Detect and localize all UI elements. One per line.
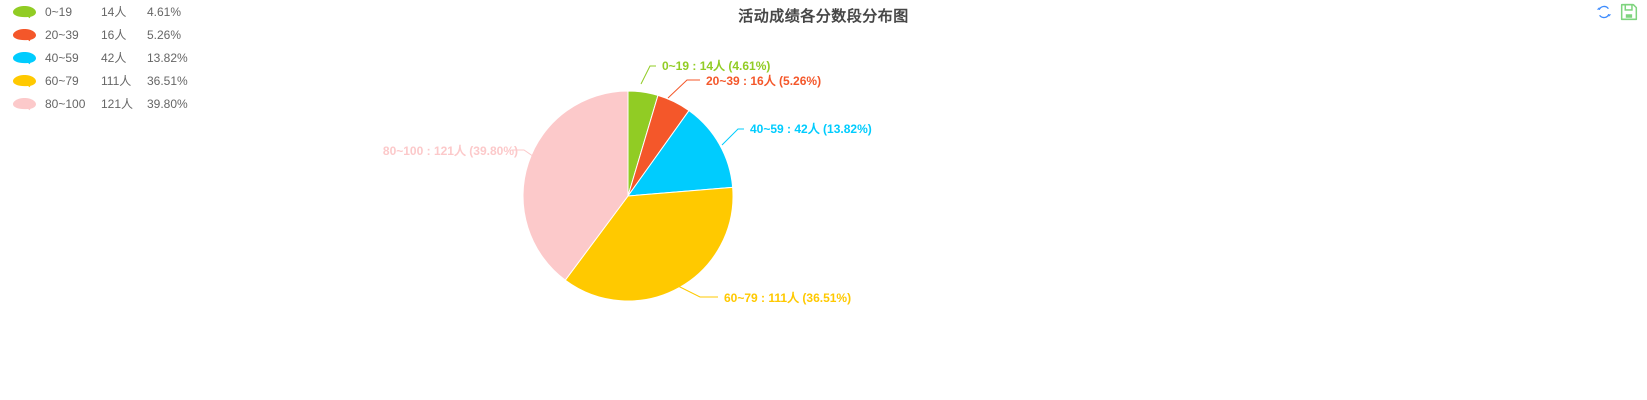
legend-item-count: 111人 (101, 74, 132, 88)
pie-slice-40~59[interactable] (626, 109, 734, 197)
pie-slice-80~100[interactable] (522, 90, 629, 281)
legend-item-percent: 13.82% (147, 50, 188, 65)
legend-item-count: 121人 (101, 97, 134, 111)
pie-leader-line-80~100 (512, 149, 541, 162)
legend-marker-icon (13, 97, 36, 110)
legend-item-percent: 4.61% (147, 4, 182, 19)
legend-item-40~59[interactable]: 40~59 42人 13.82% (12, 46, 342, 69)
legend-item-name: 60~79 (45, 73, 79, 88)
refresh-icon[interactable] (1595, 3, 1613, 21)
legend-item-percent: 39.80% (147, 96, 188, 111)
pie-label-0~19: 0~19 : 14人 (4.61%) (662, 58, 770, 73)
pie-label-60~79: 60~79 : 111人 (36.51%) (724, 290, 851, 305)
pie-leader-line-40~59 (721, 128, 744, 146)
pie-slices-group (522, 90, 734, 302)
legend-marker-icon (13, 51, 36, 64)
legend-item-percent: 36.51% (147, 73, 188, 88)
legend-item-name: 0~19 (45, 4, 73, 19)
legend-item-20~39[interactable]: 20~39 16人 5.26% (12, 23, 342, 46)
legend-item-60~79[interactable]: 60~79 111人 36.51% (12, 69, 342, 92)
legend-item-0~19[interactable]: 0~19 14人 4.61% (12, 0, 342, 23)
legend-item-name: 40~59 (45, 50, 79, 65)
legend-item-count: 42人 (101, 51, 127, 65)
legend-marker-icon (13, 74, 36, 87)
pie-leader-lines-group (512, 65, 744, 298)
legend-item-count: 16人 (101, 28, 127, 42)
pie-slice-60~79[interactable] (564, 186, 734, 302)
pie-label-40~59: 40~59 : 42人 (13.82%) (750, 121, 872, 136)
legend-marker-icon (13, 5, 36, 18)
legend-item-80~100[interactable]: 80~100 121人 39.80% (12, 92, 342, 115)
save-disk-icon[interactable] (1620, 3, 1638, 21)
chart-toolbox (1595, 3, 1638, 21)
legend-item-percent: 5.26% (147, 27, 182, 42)
pie-leader-line-60~79 (677, 285, 718, 298)
legend-item-count: 14人 (101, 5, 127, 19)
chart-title: 活动成绩各分数段分布图 (738, 8, 909, 25)
pie-leader-line-0~19 (640, 65, 656, 85)
pie-labels-group: 0~19 : 14人 (4.61%)20~39 : 16人 (5.26%) 40~… (383, 58, 872, 305)
pie-label-20~39: 20~39 : 16人 (5.26%) (706, 73, 821, 88)
pie-leader-line-20~39 (667, 79, 700, 99)
legend-marker-icon (13, 28, 36, 41)
chart-legend: 0~19 14人 4.61% 20~39 16人 5.26% 40~59 42人 13.82% 6… (12, 0, 342, 115)
pie-label-80~100: 80~100 : 121人 (39.80%) (383, 143, 518, 158)
legend-item-name: 20~39 (45, 27, 79, 42)
legend-item-name: 80~100 (45, 96, 86, 111)
